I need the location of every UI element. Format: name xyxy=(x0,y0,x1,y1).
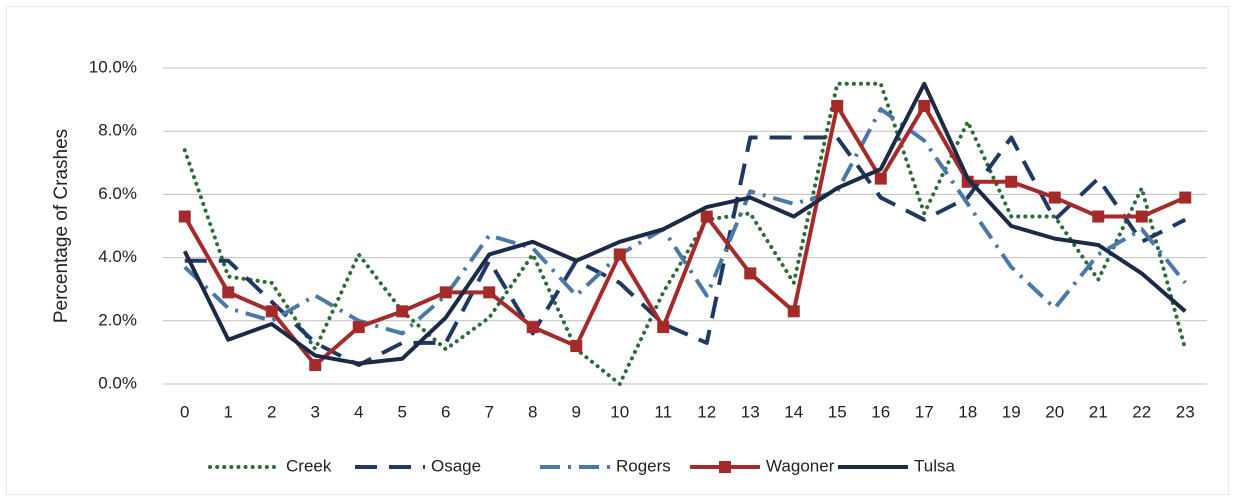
series-marker xyxy=(439,286,452,299)
x-tick-label: 9 xyxy=(572,402,581,421)
x-tick-label: 21 xyxy=(1089,402,1108,421)
x-tick-label: 14 xyxy=(784,402,803,421)
legend-label: Tulsa xyxy=(914,456,955,475)
series-marker xyxy=(265,305,278,318)
legend-label: Creek xyxy=(286,456,332,475)
series-line xyxy=(182,81,1187,366)
series-line xyxy=(183,103,1187,368)
y-axis-label: Percentage of Crashes xyxy=(51,129,72,323)
series-marker xyxy=(396,305,409,318)
x-tick-label: 22 xyxy=(1132,402,1151,421)
series-marker xyxy=(178,210,191,223)
series-marker xyxy=(1092,210,1105,223)
series-marker xyxy=(918,99,931,112)
y-tick-label: 2.0% xyxy=(98,310,137,329)
series-line xyxy=(182,81,1188,386)
series-marker xyxy=(744,267,757,280)
x-tick-label: 11 xyxy=(654,402,672,421)
x-tick-label: 10 xyxy=(610,402,629,421)
series-marker xyxy=(831,99,844,112)
legend-label: Wagoner xyxy=(766,456,835,475)
x-tick-label: 1 xyxy=(224,402,233,421)
series-marker xyxy=(874,172,887,185)
x-tick-label: 0 xyxy=(180,402,189,421)
series-marker xyxy=(352,321,365,334)
y-tick-label: 10.0% xyxy=(89,57,137,76)
series-marker xyxy=(526,321,539,334)
series-marker xyxy=(483,286,496,299)
series-marker xyxy=(787,305,800,318)
series-marker xyxy=(1005,175,1018,188)
series-marker xyxy=(613,248,626,261)
x-tick-label: 3 xyxy=(311,402,320,421)
series-marker xyxy=(570,340,583,353)
legend-label: Osage xyxy=(431,456,481,475)
x-tick-label: 2 xyxy=(267,402,276,421)
legend-label: Rogers xyxy=(616,456,671,475)
series-marker xyxy=(309,359,322,372)
legend-marker xyxy=(719,461,731,473)
x-tick-label: 7 xyxy=(485,402,494,421)
x-tick-label: 16 xyxy=(871,402,890,421)
x-tick-label: 6 xyxy=(441,402,450,421)
x-tick-label: 15 xyxy=(828,402,847,421)
x-tick-label: 17 xyxy=(915,402,934,421)
series-marker xyxy=(700,210,713,223)
series-marker xyxy=(1135,210,1148,223)
x-tick-label: 5 xyxy=(398,402,407,421)
y-tick-label: 8.0% xyxy=(98,121,137,140)
series-marker xyxy=(1179,191,1192,204)
x-tick-label: 19 xyxy=(1002,402,1021,421)
x-tick-label: 13 xyxy=(741,402,760,421)
series-marker xyxy=(1048,191,1061,204)
y-tick-label: 4.0% xyxy=(98,247,137,266)
x-tick-label: 4 xyxy=(354,402,363,421)
x-tick-label: 12 xyxy=(697,402,716,421)
series-marker xyxy=(222,286,235,299)
series-line xyxy=(183,107,1187,336)
x-tick-label: 8 xyxy=(528,402,537,421)
x-tick-label: 18 xyxy=(958,402,977,421)
x-tick-label: 20 xyxy=(1045,402,1064,421)
series-marker xyxy=(657,321,670,334)
series-line xyxy=(184,135,1187,368)
y-tick-label: 0.0% xyxy=(98,373,137,392)
y-tick-label: 6.0% xyxy=(98,184,137,203)
x-tick-label: 23 xyxy=(1176,402,1195,421)
